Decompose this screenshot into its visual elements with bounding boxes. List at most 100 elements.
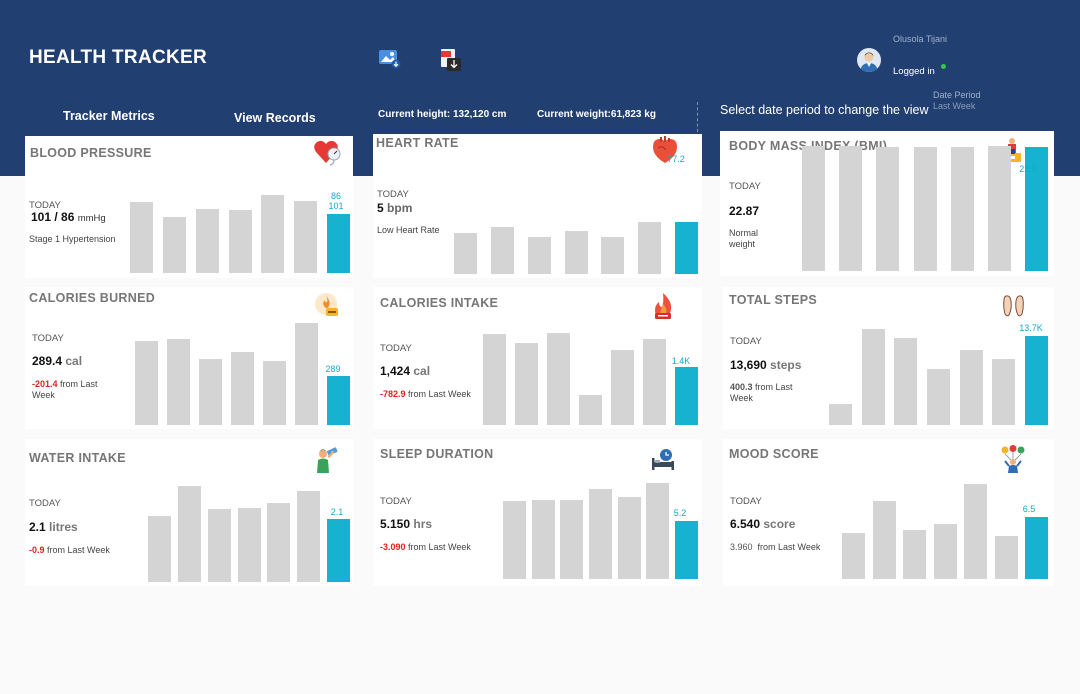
bar-day-1[interactable]: [842, 533, 865, 579]
calories-intake-card[interactable]: CALORIES INTAKE TODAY 1,424 cal -782.9 f…: [373, 287, 702, 429]
bar-day-4[interactable]: [229, 210, 252, 273]
bar-day-6[interactable]: [643, 339, 666, 425]
today-value: 289.4 cal: [32, 354, 83, 368]
water-intake-card[interactable]: WATER INTAKE TODAY 2.1 litres -0.9 from …: [25, 439, 353, 586]
bar-day-3[interactable]: [196, 209, 219, 273]
bar-day-5[interactable]: [964, 484, 987, 579]
bar-day-4[interactable]: [579, 395, 602, 425]
sleep-duration-card[interactable]: SLEEP DURATION TODAY 5.150 hrs -3.090 fr…: [373, 439, 702, 586]
bar-day-5[interactable]: [601, 237, 624, 274]
bar-day-3[interactable]: [903, 530, 926, 579]
bar-chart: 289: [135, 312, 350, 425]
bar-day-6[interactable]: [295, 323, 318, 425]
bar-day-5[interactable]: [267, 503, 290, 582]
systolic-value: 101: [31, 210, 52, 224]
bar-day-6[interactable]: [995, 536, 1018, 579]
bar-day-1[interactable]: [802, 146, 825, 271]
today-label: TODAY: [729, 181, 761, 192]
bar-chart: 5.2: [503, 481, 698, 579]
bar-day-4[interactable]: [565, 231, 588, 274]
date-period-value[interactable]: Last Week: [933, 101, 976, 111]
delta-note: -0.9 from Last Week: [29, 545, 110, 555]
bar-day-6[interactable]: [646, 483, 669, 579]
image-download-icon[interactable]: [378, 48, 402, 75]
bar-day-3[interactable]: [208, 509, 231, 582]
bar-day-4[interactable]: [238, 508, 261, 582]
bar-day-4[interactable]: [934, 524, 957, 579]
bar-today[interactable]: [675, 521, 698, 579]
bar-today[interactable]: [327, 376, 350, 425]
bar-day-6[interactable]: [297, 491, 320, 582]
bar-day-3[interactable]: [894, 338, 917, 425]
bar-chart: 77.2: [454, 154, 698, 274]
delta-note: 400.3 from Last Week: [730, 382, 793, 403]
bar-day-6[interactable]: [294, 201, 317, 273]
drinking-water-icon: [314, 446, 340, 479]
bar-day-2[interactable]: [532, 500, 555, 579]
avatar[interactable]: [857, 48, 881, 72]
bar-day-4[interactable]: [927, 369, 950, 425]
bar-day-3[interactable]: [547, 333, 570, 425]
bar-today[interactable]: [1025, 517, 1048, 579]
bar-day-5[interactable]: [618, 497, 641, 579]
bar-label-systolic: 101: [328, 201, 344, 211]
heart-organ-icon: [650, 136, 680, 169]
bar-day-1[interactable]: [454, 233, 477, 274]
bar-today[interactable]: [675, 367, 698, 425]
bar-day-4[interactable]: [914, 147, 937, 271]
bar-day-3[interactable]: [560, 500, 583, 579]
calories-burned-card[interactable]: CALORIES BURNED TODAY 289.4 cal -201.4 f…: [25, 287, 353, 429]
bar-chart: 86 101: [130, 174, 350, 273]
bar-day-2[interactable]: [873, 501, 896, 579]
bar-today[interactable]: [675, 222, 698, 274]
bar-day-4[interactable]: [589, 489, 612, 579]
bar-day-1[interactable]: [130, 202, 153, 273]
blood-pressure-card[interactable]: BLOOD PRESSURE TODAY 101 / 86 mmHg Stage…: [25, 136, 353, 278]
bar-today[interactable]: [327, 519, 350, 582]
status-note: Stage 1 Hypertension: [29, 234, 116, 244]
bar-day-6[interactable]: [638, 222, 661, 274]
tab-view-records[interactable]: View Records: [234, 111, 316, 125]
bar-day-1[interactable]: [483, 334, 506, 425]
bar-day-2[interactable]: [178, 486, 201, 582]
mood-score-card[interactable]: MOOD SCORE TODAY 6.540 score 3.960 from …: [723, 439, 1054, 586]
total-steps-card[interactable]: TOTAL STEPS TODAY 13,690 steps 400.3 fro…: [723, 287, 1054, 429]
bar-day-2[interactable]: [862, 329, 885, 425]
bar-day-3[interactable]: [528, 237, 551, 274]
today-label: TODAY: [730, 336, 762, 347]
pdf-download-icon[interactable]: [439, 48, 463, 77]
bar-day-1[interactable]: [148, 516, 171, 582]
bar-day-5[interactable]: [263, 361, 286, 425]
bar-today[interactable]: [1025, 336, 1048, 425]
bmi-card[interactable]: BODY MASS INDEX (BMI) TODAY 22.87 Normal…: [720, 131, 1054, 276]
bar-day-6[interactable]: [988, 146, 1011, 271]
bar-day-1[interactable]: [503, 501, 526, 579]
bar-day-2[interactable]: [515, 343, 538, 425]
heart-rate-card[interactable]: HEART RATE TODAY 5 bpm Low Heart Rate 77…: [373, 134, 702, 278]
bar-day-4[interactable]: [231, 352, 254, 425]
footprints-icon: [1001, 292, 1027, 323]
bar-chart: 1.4K: [483, 322, 698, 425]
bar-today[interactable]: [327, 214, 350, 273]
bar-day-5[interactable]: [960, 350, 983, 425]
card-title: HEART RATE: [376, 136, 459, 150]
bar-day-5[interactable]: [611, 350, 634, 425]
today-label: TODAY: [29, 498, 61, 509]
bar-day-6[interactable]: [992, 359, 1015, 425]
card-title: MOOD SCORE: [729, 447, 819, 461]
current-weight: Current weight:61,823 kg: [537, 109, 656, 120]
bar-day-2[interactable]: [491, 227, 514, 274]
bar-day-2[interactable]: [167, 339, 190, 425]
bar-day-1[interactable]: [829, 404, 852, 425]
bar-day-1[interactable]: [135, 341, 158, 425]
bar-day-2[interactable]: [163, 217, 186, 273]
bar-day-3[interactable]: [876, 147, 899, 271]
bar-day-5[interactable]: [261, 195, 284, 273]
bar-today[interactable]: [1025, 147, 1048, 271]
tab-tracker-metrics[interactable]: Tracker Metrics: [63, 109, 155, 123]
today-value: 5.150 hrs: [380, 517, 433, 531]
bar-day-5[interactable]: [951, 147, 974, 271]
bar-day-3[interactable]: [199, 359, 222, 425]
bar-day-2[interactable]: [839, 146, 862, 271]
date-period-label[interactable]: Date Period: [933, 90, 981, 100]
